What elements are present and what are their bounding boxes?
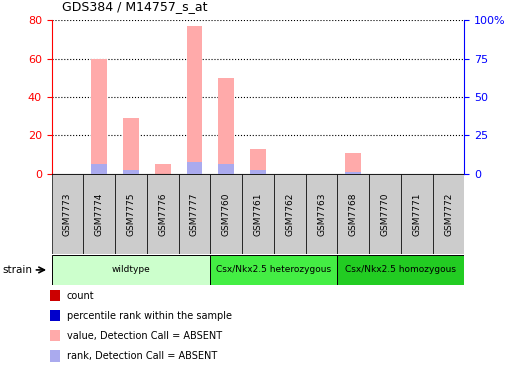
Bar	[179, 174, 211, 254]
Bar	[115, 174, 147, 254]
Text: value, Detection Call = ABSENT: value, Detection Call = ABSENT	[67, 331, 222, 341]
Bar	[250, 170, 266, 174]
Text: rank, Detection Call = ABSENT: rank, Detection Call = ABSENT	[67, 351, 217, 361]
Text: GSM7773: GSM7773	[63, 193, 72, 236]
Text: GSM7772: GSM7772	[444, 193, 453, 236]
Bar	[345, 172, 361, 174]
Text: Csx/Nkx2.5 homozygous: Csx/Nkx2.5 homozygous	[345, 265, 456, 274]
Bar	[305, 174, 337, 254]
Bar	[242, 174, 274, 254]
Bar	[50, 290, 60, 301]
Bar	[84, 174, 115, 254]
Bar	[155, 164, 171, 174]
Bar	[211, 255, 337, 285]
Text: GSM7768: GSM7768	[349, 193, 358, 236]
Bar	[91, 164, 107, 174]
Text: GSM7760: GSM7760	[222, 193, 231, 236]
Bar	[147, 174, 179, 254]
Bar	[52, 255, 211, 285]
Bar	[401, 174, 432, 254]
Bar	[218, 78, 234, 174]
Text: GSM7775: GSM7775	[126, 193, 136, 236]
Bar	[187, 163, 202, 174]
Bar	[218, 164, 234, 174]
Bar	[432, 174, 464, 254]
Bar	[211, 174, 242, 254]
Bar	[345, 153, 361, 174]
Bar	[52, 174, 84, 254]
Bar	[91, 59, 107, 174]
Text: count: count	[67, 291, 94, 300]
Text: Csx/Nkx2.5 heterozygous: Csx/Nkx2.5 heterozygous	[216, 265, 331, 274]
Text: GSM7770: GSM7770	[380, 193, 390, 236]
Text: GSM7771: GSM7771	[412, 193, 421, 236]
Text: GSM7761: GSM7761	[253, 193, 263, 236]
Bar	[250, 149, 266, 174]
Bar	[337, 174, 369, 254]
Bar	[123, 118, 139, 174]
Text: GSM7776: GSM7776	[158, 193, 167, 236]
Text: GSM7762: GSM7762	[285, 193, 294, 236]
Text: GSM7763: GSM7763	[317, 193, 326, 236]
Text: wildtype: wildtype	[111, 265, 150, 274]
Bar	[369, 174, 401, 254]
Text: percentile rank within the sample: percentile rank within the sample	[67, 311, 232, 321]
Bar	[50, 310, 60, 321]
Bar	[337, 255, 464, 285]
Text: GSM7777: GSM7777	[190, 193, 199, 236]
Text: GSM7774: GSM7774	[95, 193, 104, 236]
Bar	[50, 350, 60, 362]
Bar	[274, 174, 305, 254]
Bar	[187, 26, 202, 174]
Text: strain: strain	[3, 265, 33, 275]
Text: GDS384 / M14757_s_at: GDS384 / M14757_s_at	[62, 0, 207, 13]
Bar	[123, 170, 139, 174]
Bar	[50, 330, 60, 341]
